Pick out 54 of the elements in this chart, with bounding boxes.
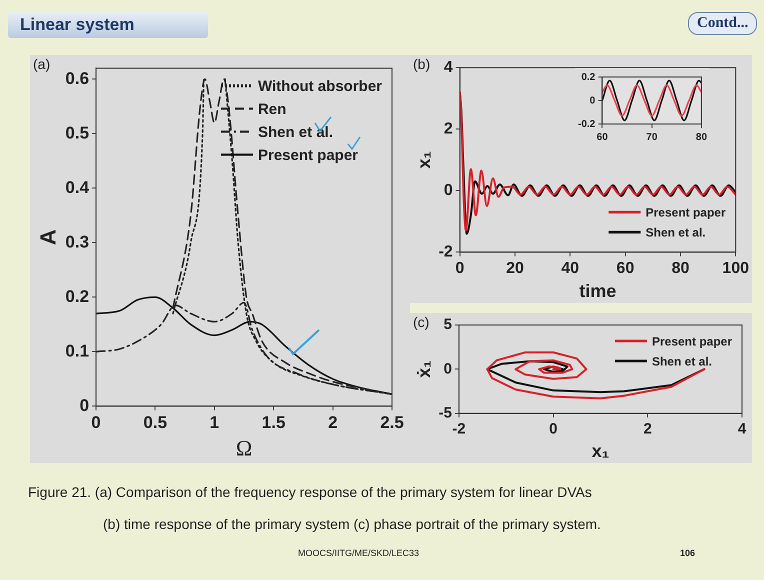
x-tick-label: 20 xyxy=(506,260,524,278)
text: (c) xyxy=(413,314,430,330)
y-tick-label: 0 xyxy=(444,360,452,378)
legend-label: Shen et al. xyxy=(646,226,706,240)
text: 106 xyxy=(680,548,696,558)
x-tick-label: 4 xyxy=(738,420,747,438)
x-tick-label: 60 xyxy=(596,132,608,143)
legend-label: Present paper xyxy=(652,334,732,348)
chart-title: Linear system xyxy=(8,12,208,38)
y-tick-label: -5 xyxy=(438,404,452,422)
x-tick-label: 0 xyxy=(455,260,464,278)
y-tick-label: 0 xyxy=(590,95,596,106)
y-tick-label: 0.2 xyxy=(581,72,596,83)
y-tick-label: 4 xyxy=(444,59,453,76)
y-tick-label: 0.2 xyxy=(65,286,90,306)
legend-label: Shen et al. xyxy=(652,354,712,368)
x-tick-label: 60 xyxy=(616,260,634,278)
y-tick-label: 0 xyxy=(444,182,453,200)
y-axis-title: ẋ₁ xyxy=(414,360,434,378)
x-tick-label: 2.5 xyxy=(380,413,404,432)
legend-label: Present paper xyxy=(258,146,358,164)
y-tick-label: 5 xyxy=(444,316,452,334)
x-tick-label: 2 xyxy=(328,413,338,432)
text: (a) xyxy=(33,56,50,72)
x-axis-title: Ω xyxy=(236,436,252,461)
x-tick-label: 80 xyxy=(696,132,708,143)
y-tick-label: -2 xyxy=(438,244,453,261)
x-tick-label: 80 xyxy=(672,260,690,278)
x-axis-title: time xyxy=(579,281,616,302)
y-tick-label: 0 xyxy=(80,396,90,415)
legend-label: Without absorber xyxy=(258,78,382,95)
text: MOOCS/IITG/ME/SKD/LEC33 xyxy=(298,548,420,558)
legend-label: Ren xyxy=(258,100,286,118)
caption: Figure 21. (a) Comparison of the frequency response of the primary system for linear DVAs xyxy=(28,484,592,500)
x-tick-label: 100 xyxy=(722,260,750,278)
x-axis-title: x₁ xyxy=(592,441,610,462)
y-tick-label: 0.1 xyxy=(65,341,90,360)
y-tick-label: -0.2 xyxy=(578,118,596,130)
legend-label: Present paper xyxy=(646,206,726,220)
y-axis-title: A xyxy=(35,229,60,246)
x-tick-label: 0.5 xyxy=(143,413,168,432)
x-tick-label: 40 xyxy=(561,260,580,278)
text: (b) xyxy=(413,56,430,72)
x-tick-label: 70 xyxy=(646,132,658,143)
y-axis-title: x₁ xyxy=(414,151,434,169)
y-tick-label: 0.3 xyxy=(65,232,90,252)
x-tick-label: 0 xyxy=(549,420,558,438)
text: Contd... xyxy=(688,12,758,35)
x-tick-label: 1.5 xyxy=(262,413,286,432)
x-tick-label: 2 xyxy=(643,420,652,438)
x-tick-label: 1 xyxy=(210,413,220,432)
text: (b) time response of the primary system (c) phase portrait of the primary system. xyxy=(103,516,601,532)
y-tick-label: 0.6 xyxy=(65,68,90,88)
y-tick-label: 0.4 xyxy=(65,178,90,197)
